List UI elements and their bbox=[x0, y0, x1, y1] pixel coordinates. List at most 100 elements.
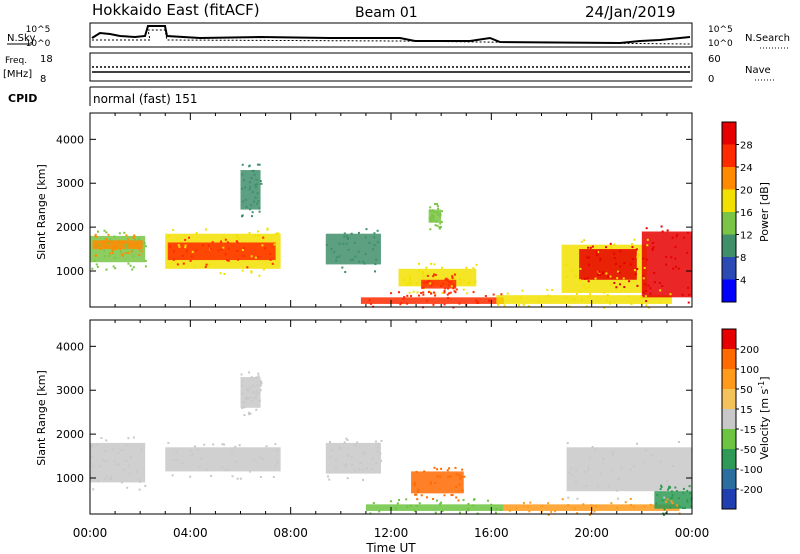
echo-speck bbox=[196, 448, 199, 451]
echo-speck bbox=[92, 465, 95, 468]
echo-speck bbox=[254, 234, 257, 237]
echo-speck bbox=[636, 255, 639, 258]
echo-speck bbox=[242, 255, 245, 258]
echo-speck bbox=[677, 440, 680, 443]
echo-speck bbox=[541, 504, 544, 507]
echo-speck bbox=[330, 247, 333, 250]
echo-speck bbox=[249, 412, 252, 415]
echo-speck bbox=[603, 291, 606, 294]
echo-speck bbox=[370, 468, 373, 471]
echo-speck bbox=[645, 304, 648, 307]
echo-speck bbox=[177, 243, 180, 246]
noise-tick-left-bottom: 10^0 bbox=[26, 39, 51, 49]
echo-speck bbox=[432, 303, 435, 306]
echo-speck bbox=[408, 291, 411, 294]
echo-speck bbox=[624, 501, 627, 504]
echo-speck bbox=[587, 295, 590, 298]
echo-speck bbox=[238, 444, 241, 447]
echo-speck bbox=[171, 474, 174, 477]
echo-speck bbox=[665, 263, 668, 266]
echo-speck bbox=[237, 258, 240, 261]
echo-speck bbox=[425, 281, 428, 284]
echo-speck bbox=[248, 386, 251, 389]
echo-speck bbox=[488, 299, 491, 302]
echo-speck bbox=[379, 452, 382, 455]
echo-speck bbox=[389, 500, 392, 503]
echo-speck bbox=[440, 285, 443, 288]
echo-speck bbox=[422, 286, 425, 289]
echo-speck bbox=[581, 299, 584, 302]
echo-speck bbox=[398, 499, 401, 502]
echo-speck bbox=[259, 456, 262, 459]
echo-speck bbox=[331, 448, 334, 451]
echo-speck bbox=[448, 284, 451, 287]
echo-speck bbox=[690, 499, 693, 502]
echo-speck bbox=[335, 467, 338, 470]
echo-speck bbox=[462, 288, 465, 291]
echo-speck bbox=[648, 306, 651, 309]
echo-speck bbox=[338, 255, 341, 258]
echo-speck bbox=[429, 209, 432, 212]
echo-speck bbox=[583, 284, 586, 287]
echo-speck bbox=[259, 384, 262, 387]
echo-speck bbox=[476, 302, 479, 305]
echo-speck bbox=[412, 482, 415, 485]
echo-speck bbox=[405, 283, 408, 286]
echo-speck bbox=[609, 301, 612, 304]
echo-speck bbox=[207, 263, 210, 266]
echo-speck bbox=[599, 258, 602, 261]
echo-speck bbox=[423, 470, 426, 473]
echo-speck bbox=[132, 266, 135, 269]
echo-speck bbox=[636, 267, 639, 270]
echo-speck bbox=[439, 215, 442, 218]
echo-speck bbox=[646, 238, 649, 241]
echo-speck bbox=[640, 296, 643, 299]
echo-speck bbox=[434, 273, 437, 276]
echo-speck bbox=[567, 496, 570, 499]
echo-speck bbox=[104, 477, 107, 480]
echo-speck bbox=[576, 512, 579, 515]
echo-speck bbox=[394, 507, 397, 510]
echo-speck bbox=[413, 509, 416, 512]
echo-speck bbox=[443, 494, 446, 497]
echo-speck bbox=[135, 243, 138, 246]
echo-speck bbox=[241, 406, 244, 409]
echo-speck bbox=[503, 304, 506, 307]
echo-speck bbox=[623, 262, 626, 265]
echo-speck bbox=[224, 253, 227, 256]
echo-speck bbox=[143, 242, 146, 245]
echo-speck bbox=[660, 485, 663, 488]
echo-speck bbox=[107, 233, 110, 236]
echo-speck bbox=[605, 272, 608, 275]
echo-speck bbox=[686, 251, 689, 254]
echo-speck bbox=[103, 229, 106, 232]
echo-speck bbox=[254, 183, 257, 186]
echo-speck bbox=[417, 488, 420, 491]
echo-speck bbox=[104, 245, 107, 248]
echo-speck bbox=[683, 236, 686, 239]
echo-speck bbox=[597, 273, 600, 276]
echo-speck bbox=[325, 243, 328, 246]
echo-speck bbox=[241, 187, 244, 190]
echo-speck bbox=[91, 267, 94, 270]
echo-speck bbox=[658, 281, 661, 284]
echo-speck bbox=[472, 291, 475, 294]
power-speckle-layer bbox=[91, 163, 691, 309]
echo-speck bbox=[409, 282, 412, 285]
echo-speck bbox=[432, 219, 435, 222]
power-y-axis: 1000 2000 3000 4000 bbox=[56, 113, 693, 307]
echo-speck bbox=[205, 263, 208, 266]
echo-speck bbox=[168, 235, 171, 238]
echo-speck bbox=[352, 258, 355, 261]
echo-speck bbox=[236, 241, 239, 244]
echo-speck bbox=[487, 499, 490, 502]
echo-speck bbox=[372, 248, 375, 251]
colorbar-swatch bbox=[722, 429, 736, 449]
echo-speck bbox=[677, 267, 680, 270]
date-title: 24/Jan/2019 bbox=[585, 3, 676, 21]
echo-speck bbox=[109, 478, 112, 481]
echo-speck bbox=[452, 287, 455, 290]
colorbar-tick-label: 50 bbox=[740, 385, 753, 396]
echo-speck bbox=[376, 241, 379, 244]
